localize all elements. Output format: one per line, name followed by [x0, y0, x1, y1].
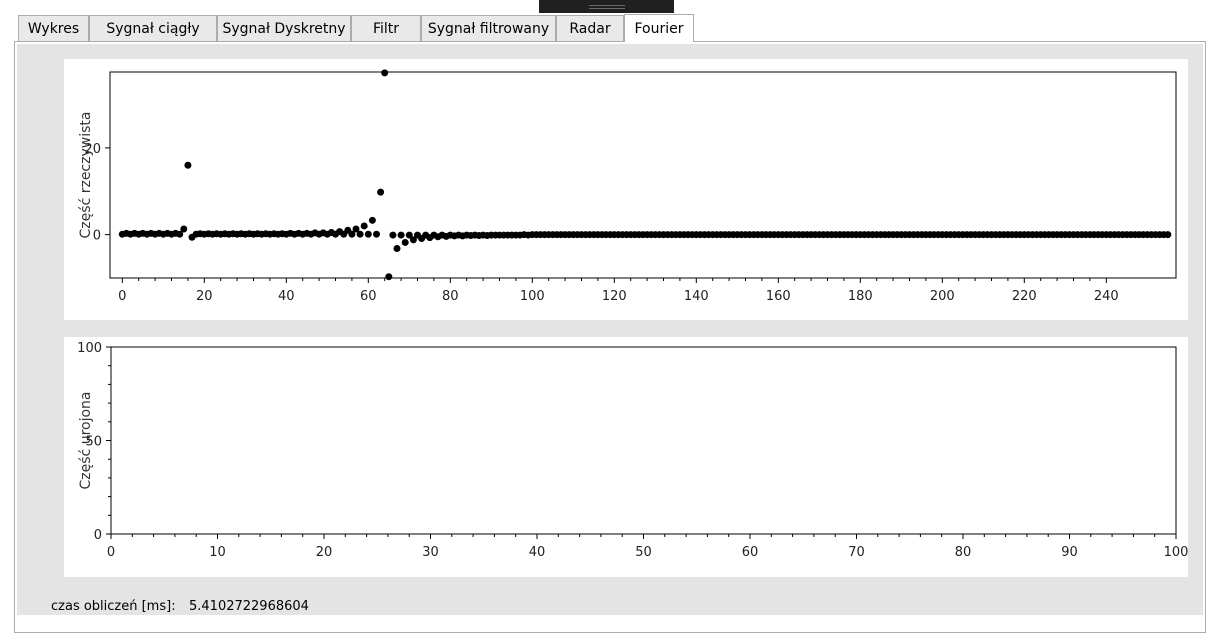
- x-tick-label: 100: [1164, 545, 1188, 560]
- data-point: [373, 230, 380, 238]
- real-part-chart: 0 20 40 60 80 100 120 140 160 180 200 220 240 0 20 Częś…: [64, 59, 1188, 320]
- x-tick-label: 240: [1094, 289, 1119, 304]
- x-tick-label: 100: [520, 289, 545, 304]
- x-tick-label: 220: [1012, 289, 1037, 304]
- plot-frame: [109, 71, 1177, 279]
- imaginary-part-chart: 0 10 20 30 40 50 60 70 80 90 100 0 50 100 Część urojon…: [64, 337, 1188, 577]
- x-tick-label: 180: [848, 289, 873, 304]
- data-point: [368, 216, 376, 224]
- y-tick-label: 50: [85, 435, 102, 450]
- x-tick-label: 80: [442, 289, 459, 304]
- data-point: [356, 230, 364, 238]
- tab-radar[interactable]: Radar: [556, 15, 624, 41]
- data-point: [401, 238, 409, 246]
- plot-frame: [110, 346, 1177, 535]
- tab-wykres[interactable]: Wykres: [18, 15, 89, 41]
- data-point: [180, 225, 188, 233]
- tab-filtr[interactable]: Filtr: [351, 15, 421, 41]
- computation-time-label: czas obliczeń [ms]:: [51, 599, 176, 614]
- data-point: [176, 230, 184, 238]
- tab-fourier[interactable]: Fourier: [624, 14, 694, 42]
- grip-line-icon: [589, 8, 625, 9]
- data-point: [381, 69, 389, 77]
- x-tick-label: 50: [635, 545, 652, 560]
- x-tick-label: 80: [955, 545, 972, 560]
- grip-line-icon: [589, 5, 625, 6]
- data-point: [389, 231, 397, 239]
- x-tick-label: 40: [278, 289, 295, 304]
- data-point: [377, 188, 385, 196]
- x-tick-label: 10: [209, 545, 226, 560]
- x-tick-label: 160: [766, 289, 791, 304]
- y-tick-label: 100: [77, 341, 102, 356]
- x-tick-label: 70: [848, 545, 865, 560]
- data-point: [352, 225, 360, 233]
- data-point: [184, 161, 192, 169]
- x-tick-label: 60: [360, 289, 377, 304]
- imaginary-part-plot: 0 10 20 30 40 50 60 70 80 90 100 0 50 100 Część urojon…: [77, 341, 1188, 560]
- x-tick-label: 20: [196, 289, 213, 304]
- x-tick-label: 40: [529, 545, 546, 560]
- x-tick-label: 90: [1061, 545, 1078, 560]
- x-tick-label: 60: [742, 545, 759, 560]
- data-point: [1164, 231, 1172, 239]
- data-point: [409, 236, 417, 244]
- data-point: [385, 273, 393, 281]
- fourier-tab-content: 0 20 40 60 80 100 120 140 160 180 200 220 240 0 20 Częś…: [14, 41, 1206, 633]
- window-drag-handle[interactable]: [539, 0, 674, 13]
- x-tick-label: 20: [316, 545, 333, 560]
- x-tick-label: 0: [107, 545, 115, 560]
- y-tick-label: 0: [94, 528, 102, 543]
- y-tick-label: 0: [93, 229, 101, 244]
- data-point: [348, 230, 356, 238]
- data-point: [397, 231, 405, 239]
- x-tick-label: 30: [422, 545, 439, 560]
- tab-sygnal-ciagly[interactable]: Sygnał ciągły: [89, 15, 217, 41]
- computation-time-value: 5.4102722968604: [189, 599, 309, 614]
- x-tick-label: 120: [602, 289, 627, 304]
- x-tick-label: 200: [930, 289, 955, 304]
- real-part-plot: 0 20 40 60 80 100 120 140 160 180 200 220 240020Częś…: [78, 69, 1177, 304]
- y-axis-label: Część urojona: [78, 392, 94, 490]
- y-axis-label: Część rzeczywista: [78, 112, 94, 239]
- charts-panel: 0 20 40 60 80 100 120 140 160 180 200 220 240 0 20 Częś…: [17, 44, 1203, 615]
- tab-sygnal-filtrowany[interactable]: Sygnał filtrowany: [421, 15, 556, 41]
- y-tick-label: 20: [84, 142, 101, 157]
- data-point: [364, 230, 372, 238]
- x-tick-label: 0: [118, 289, 126, 304]
- x-tick-label: 140: [684, 289, 709, 304]
- data-point: [405, 231, 413, 239]
- data-point: [393, 245, 401, 253]
- data-point: [360, 222, 368, 230]
- tab-sygnal-dyskretny[interactable]: Sygnał Dyskretny: [217, 15, 351, 41]
